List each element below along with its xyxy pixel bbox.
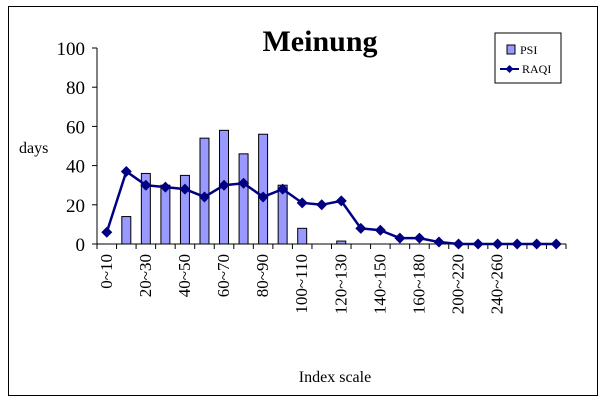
raqi-point-11 (316, 199, 328, 211)
line-layer (101, 165, 562, 250)
x-tick-label: 80~90 (253, 254, 272, 297)
raqi-point-0 (101, 226, 113, 238)
x-axis-label: Index scale (299, 369, 371, 386)
legend-psi-swatch (506, 44, 516, 55)
psi-bar-7 (238, 153, 249, 245)
raqi-point-14 (374, 224, 386, 236)
raqi-point-12 (335, 195, 347, 207)
raqi-point-6 (218, 179, 230, 191)
y-tick-label: 0 (76, 235, 86, 256)
x-tick-label: 200~220 (449, 254, 468, 314)
raqi-point-16 (413, 232, 425, 244)
chart: Meinung days Index scale 0 20 40 60 80 100 0~1… (19, 25, 567, 386)
raqi-point-5 (198, 191, 210, 203)
raqi-point-20 (492, 238, 504, 250)
psi-bar-1 (121, 216, 132, 245)
raqi-point-10 (296, 197, 308, 209)
y-tick-label: 100 (57, 39, 86, 60)
legend-raqi-label: RAQI (522, 62, 551, 76)
raqi-point-15 (394, 232, 406, 244)
psi-bar-10 (297, 227, 308, 245)
legend: PSI RAQI (494, 32, 562, 84)
raqi-point-21 (511, 238, 523, 250)
raqi-point-8 (257, 191, 269, 203)
raqi-line (105, 169, 557, 246)
raqi-point-3 (159, 181, 171, 193)
raqi-point-22 (531, 238, 543, 250)
psi-bar-5 (199, 137, 210, 245)
raqi-point-9 (277, 183, 289, 195)
y-tick-label: 80 (66, 78, 85, 99)
raqi-point-18 (453, 238, 465, 250)
x-tick-label: 240~260 (488, 254, 507, 314)
y-tick-label: 40 (66, 157, 85, 178)
x-tick-label: 100~110 (292, 254, 311, 314)
ticks-layer: 0 20 40 60 80 100 0~10 20~30 40~50 60~70 80~90 100~… (57, 39, 507, 314)
raqi-point-23 (550, 238, 562, 250)
x-tick-label: 0~10 (97, 254, 116, 289)
legend-psi-label: PSI (520, 43, 537, 57)
x-tick-label: 120~130 (331, 254, 350, 314)
x-tick-label: 40~50 (175, 254, 194, 297)
y-tick-label: 20 (66, 196, 85, 217)
chart-title: Meinung (262, 25, 377, 58)
y-tick-label: 60 (66, 117, 85, 138)
y-axis-label: days (19, 140, 48, 157)
x-tick-label: 160~180 (409, 254, 428, 314)
raqi-point-4 (179, 183, 191, 195)
x-tick-label: 140~150 (370, 254, 389, 314)
raqi-point-13 (355, 222, 367, 234)
chart-frame: Meinung days Index scale 0 20 40 60 80 100 0~1… (8, 6, 598, 396)
x-tick-label: 60~70 (214, 254, 233, 297)
raqi-point-19 (472, 238, 484, 250)
x-tick-label: 20~30 (136, 254, 155, 297)
raqi-point-1 (120, 165, 132, 177)
psi-bar-8 (258, 133, 269, 245)
legend-raqi-marker (505, 65, 514, 73)
legend-box (494, 32, 562, 84)
psi-bar-3 (160, 184, 171, 245)
raqi-point-17 (433, 236, 445, 248)
raqi-point-2 (140, 179, 152, 191)
raqi-point-7 (238, 177, 250, 189)
